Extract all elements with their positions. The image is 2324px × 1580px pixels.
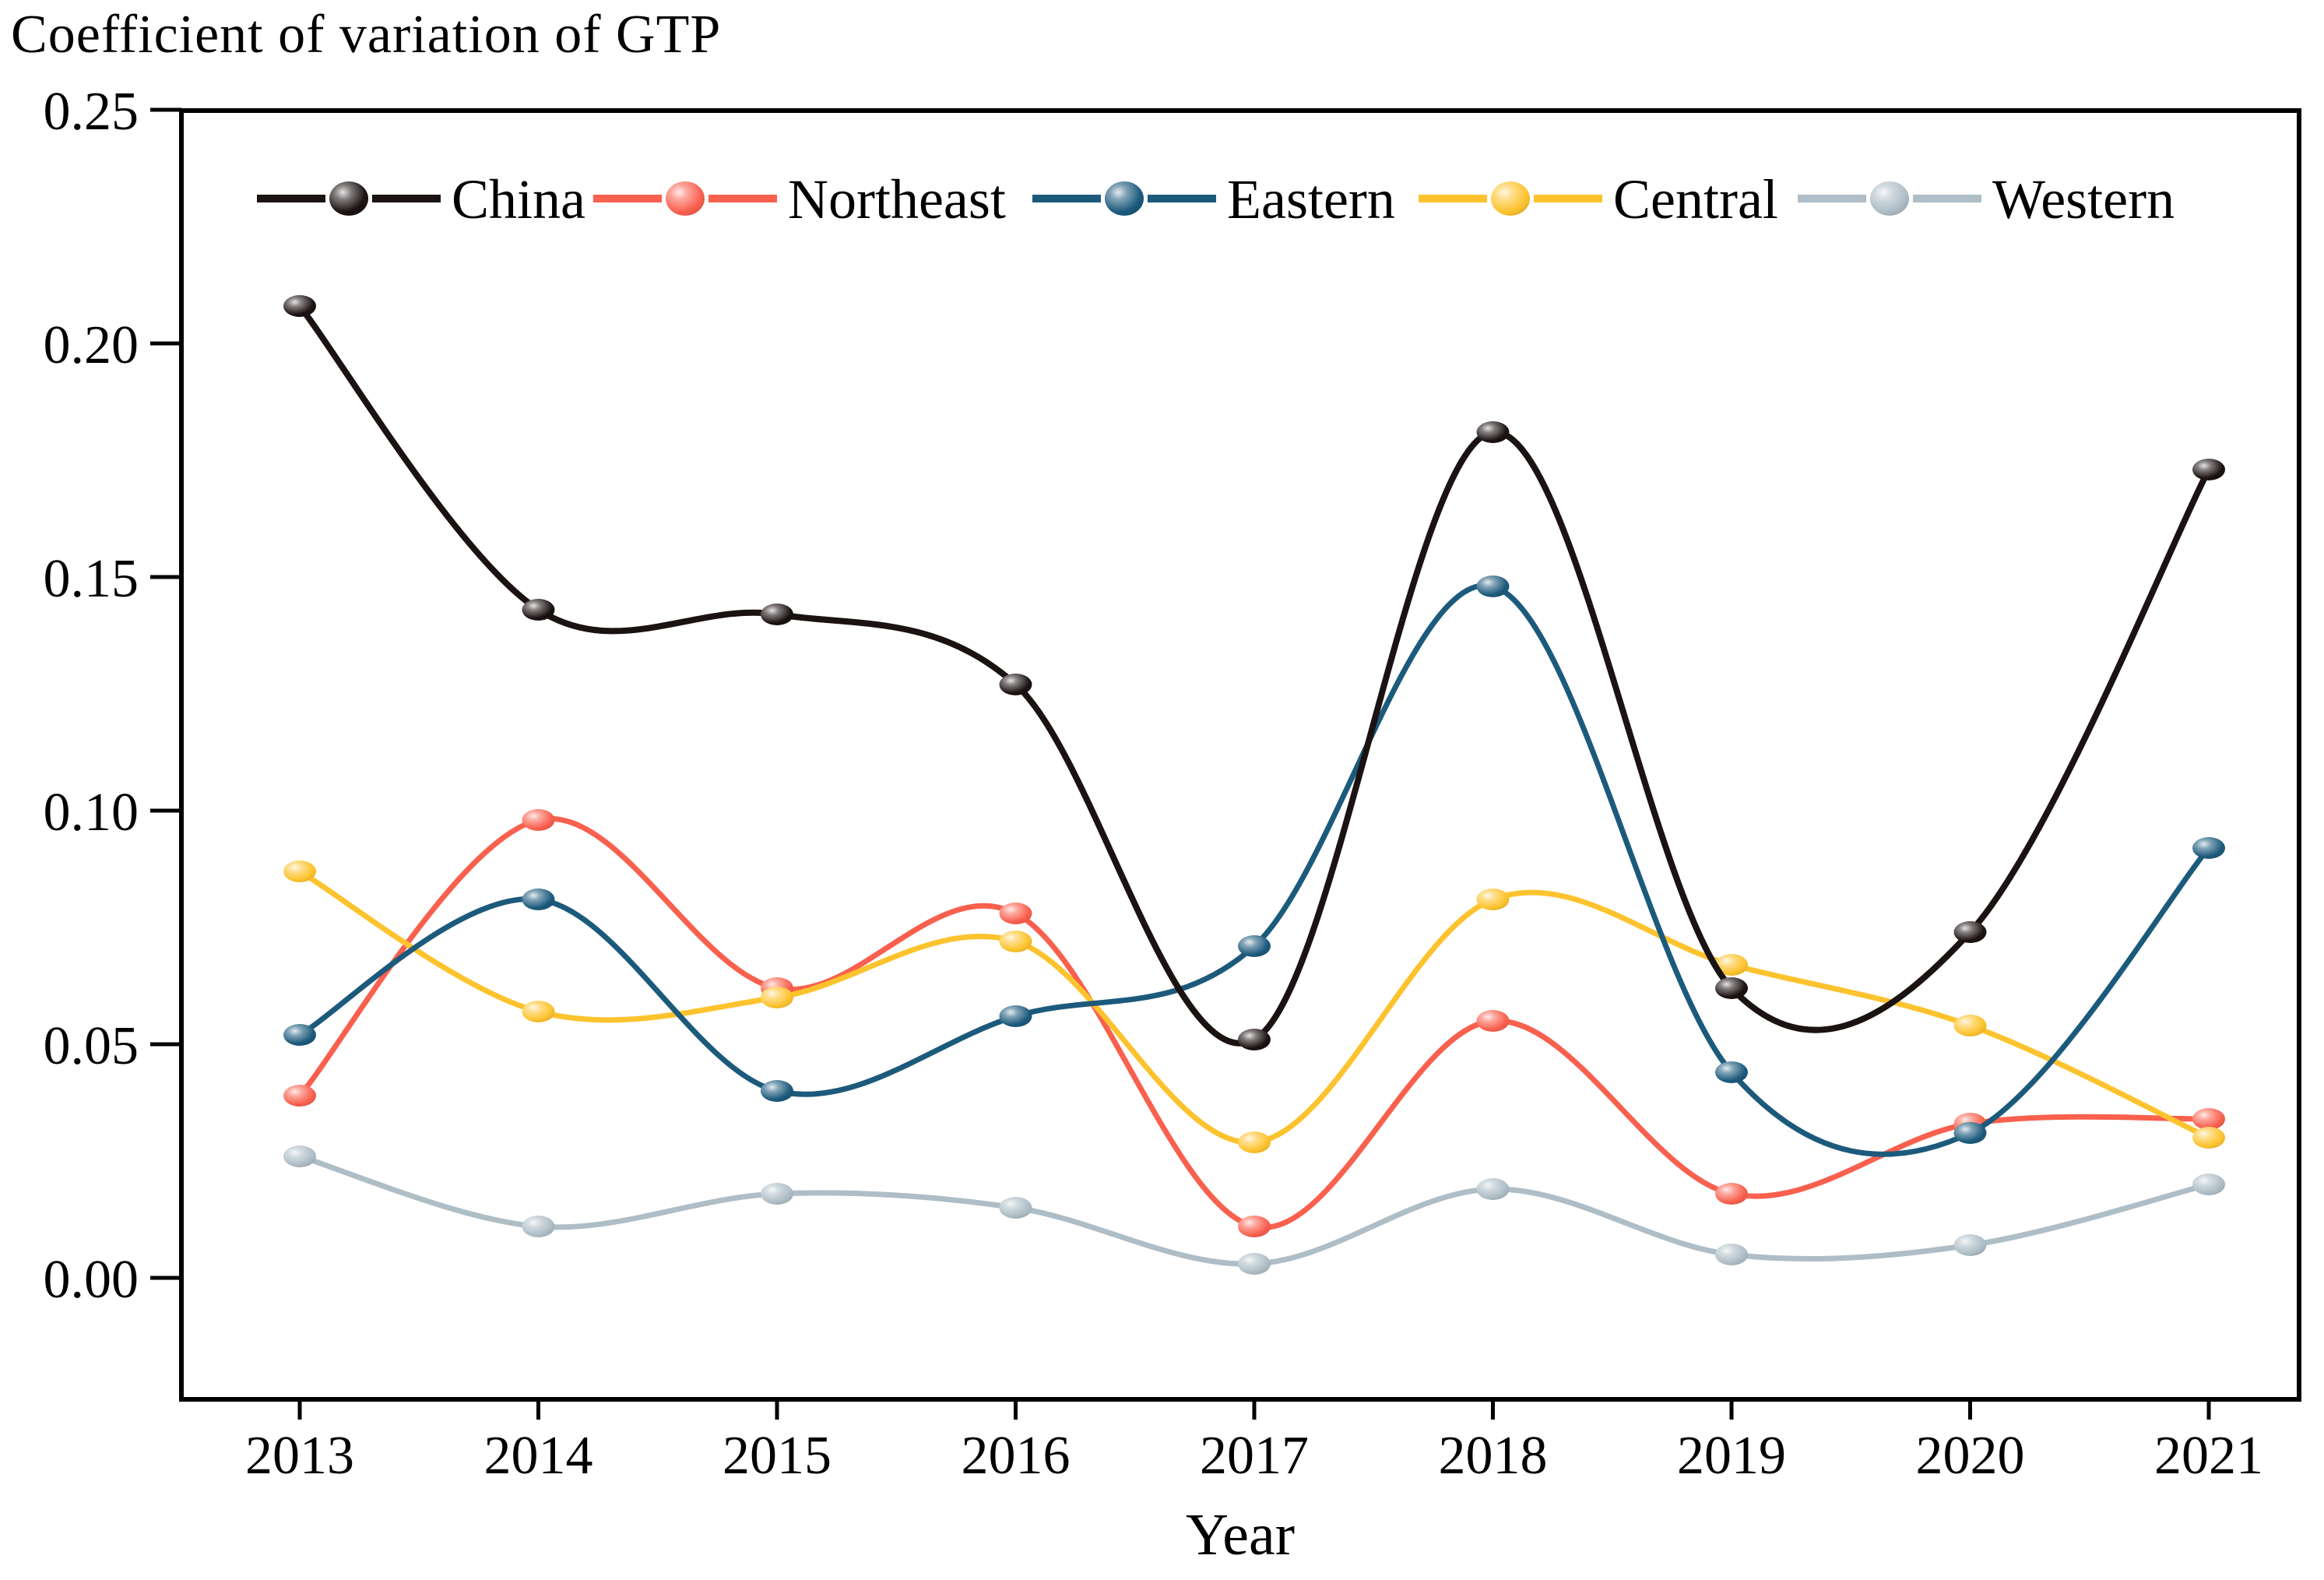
plot-frame <box>179 108 2301 1402</box>
legend-marker <box>1491 181 1530 216</box>
series-line-china <box>297 303 2212 1047</box>
data-point-central-2020 <box>1953 1015 1987 1036</box>
data-point-northeast-2013 <box>283 1085 316 1107</box>
data-point-china-2016 <box>999 674 1032 695</box>
data-point-western-2016 <box>999 1197 1032 1219</box>
data-point-western-2013 <box>283 1145 316 1167</box>
data-point-central-2013 <box>283 860 316 882</box>
data-point-china-2014 <box>522 599 555 621</box>
data-point-western-2014 <box>522 1216 555 1237</box>
data-point-western-2017 <box>1238 1253 1271 1275</box>
series-line-central <box>297 868 2212 1145</box>
legend-marker <box>329 181 368 216</box>
legend-item-china: China <box>257 168 585 230</box>
data-point-central-2019 <box>1715 954 1748 976</box>
legend-item-northeast: Northeast <box>593 168 1006 230</box>
data-point-china-2013 <box>283 295 316 317</box>
x-tick-label: 2014 <box>484 1426 593 1486</box>
data-point-eastern-2016 <box>999 1005 1032 1027</box>
data-point-china-2021 <box>2192 459 2225 480</box>
legend-item-eastern: Eastern <box>1032 168 1395 230</box>
legend-item-western: Western <box>1798 168 2175 230</box>
data-point-western-2015 <box>761 1183 793 1205</box>
data-point-eastern-2017 <box>1238 935 1271 957</box>
data-point-china-2020 <box>1953 921 1987 943</box>
data-point-eastern-2018 <box>1476 575 1510 597</box>
series-line-western <box>297 1153 2212 1267</box>
data-point-central-2018 <box>1476 889 1510 910</box>
series-line-northeast <box>297 815 2212 1230</box>
data-point-northeast-2014 <box>522 809 555 831</box>
x-tick-label: 2016 <box>962 1426 1071 1486</box>
x-tick-label: 2015 <box>723 1426 832 1486</box>
x-tick-label: 2020 <box>1916 1426 2025 1486</box>
data-point-china-2019 <box>1715 977 1748 999</box>
data-point-northeast-2019 <box>1715 1183 1748 1205</box>
series-line-eastern <box>297 582 2212 1157</box>
data-point-western-2018 <box>1476 1178 1510 1200</box>
chart-title: Coefficient of variation of GTP <box>11 5 722 65</box>
legend-label: China <box>452 168 585 230</box>
data-point-western-2019 <box>1715 1244 1748 1265</box>
data-point-eastern-2014 <box>522 889 555 910</box>
data-point-central-2014 <box>522 1001 555 1022</box>
data-point-central-2016 <box>999 931 1032 952</box>
data-point-eastern-2021 <box>2192 837 2225 859</box>
data-point-eastern-2020 <box>1953 1122 1987 1144</box>
x-tick-label: 2017 <box>1200 1426 1309 1486</box>
legend-marker <box>666 181 705 216</box>
data-point-eastern-2015 <box>761 1080 793 1102</box>
data-point-northeast-2018 <box>1476 1010 1510 1032</box>
legend-label: Eastern <box>1227 168 1395 230</box>
data-point-northeast-2017 <box>1238 1216 1271 1237</box>
y-tick-label: 0.05 <box>44 1016 139 1076</box>
y-tick-label: 0.25 <box>44 82 139 142</box>
legend-label: Western <box>1992 168 2175 230</box>
x-tick-label: 2021 <box>2154 1426 2263 1486</box>
data-point-western-2020 <box>1953 1234 1987 1256</box>
legend-marker <box>1870 181 1909 216</box>
y-tick-label: 0.10 <box>44 783 139 843</box>
data-point-western-2021 <box>2192 1174 2225 1195</box>
data-point-northeast-2016 <box>999 903 1032 924</box>
data-point-eastern-2019 <box>1715 1061 1748 1083</box>
y-tick-label: 0.00 <box>44 1250 139 1310</box>
legend-label: Northeast <box>788 168 1006 230</box>
data-point-eastern-2013 <box>283 1024 316 1046</box>
y-tick-label: 0.20 <box>44 315 139 375</box>
legend-item-central: Central <box>1419 168 1778 230</box>
data-point-central-2017 <box>1238 1131 1271 1153</box>
data-point-central-2015 <box>761 987 793 1008</box>
x-axis-title: Year <box>1185 1502 1296 1568</box>
x-tick-label: 2019 <box>1677 1426 1786 1486</box>
legend-marker <box>1105 181 1144 216</box>
data-point-central-2021 <box>2192 1127 2225 1149</box>
legend-label: Central <box>1613 168 1778 230</box>
x-tick-label: 2013 <box>245 1426 354 1486</box>
x-tick-label: 2018 <box>1439 1426 1548 1486</box>
data-point-northeast-2021 <box>2192 1108 2225 1130</box>
y-tick-label: 0.15 <box>44 549 139 609</box>
data-point-china-2015 <box>761 603 793 625</box>
data-point-china-2017 <box>1238 1029 1271 1050</box>
data-point-china-2018 <box>1476 421 1510 443</box>
